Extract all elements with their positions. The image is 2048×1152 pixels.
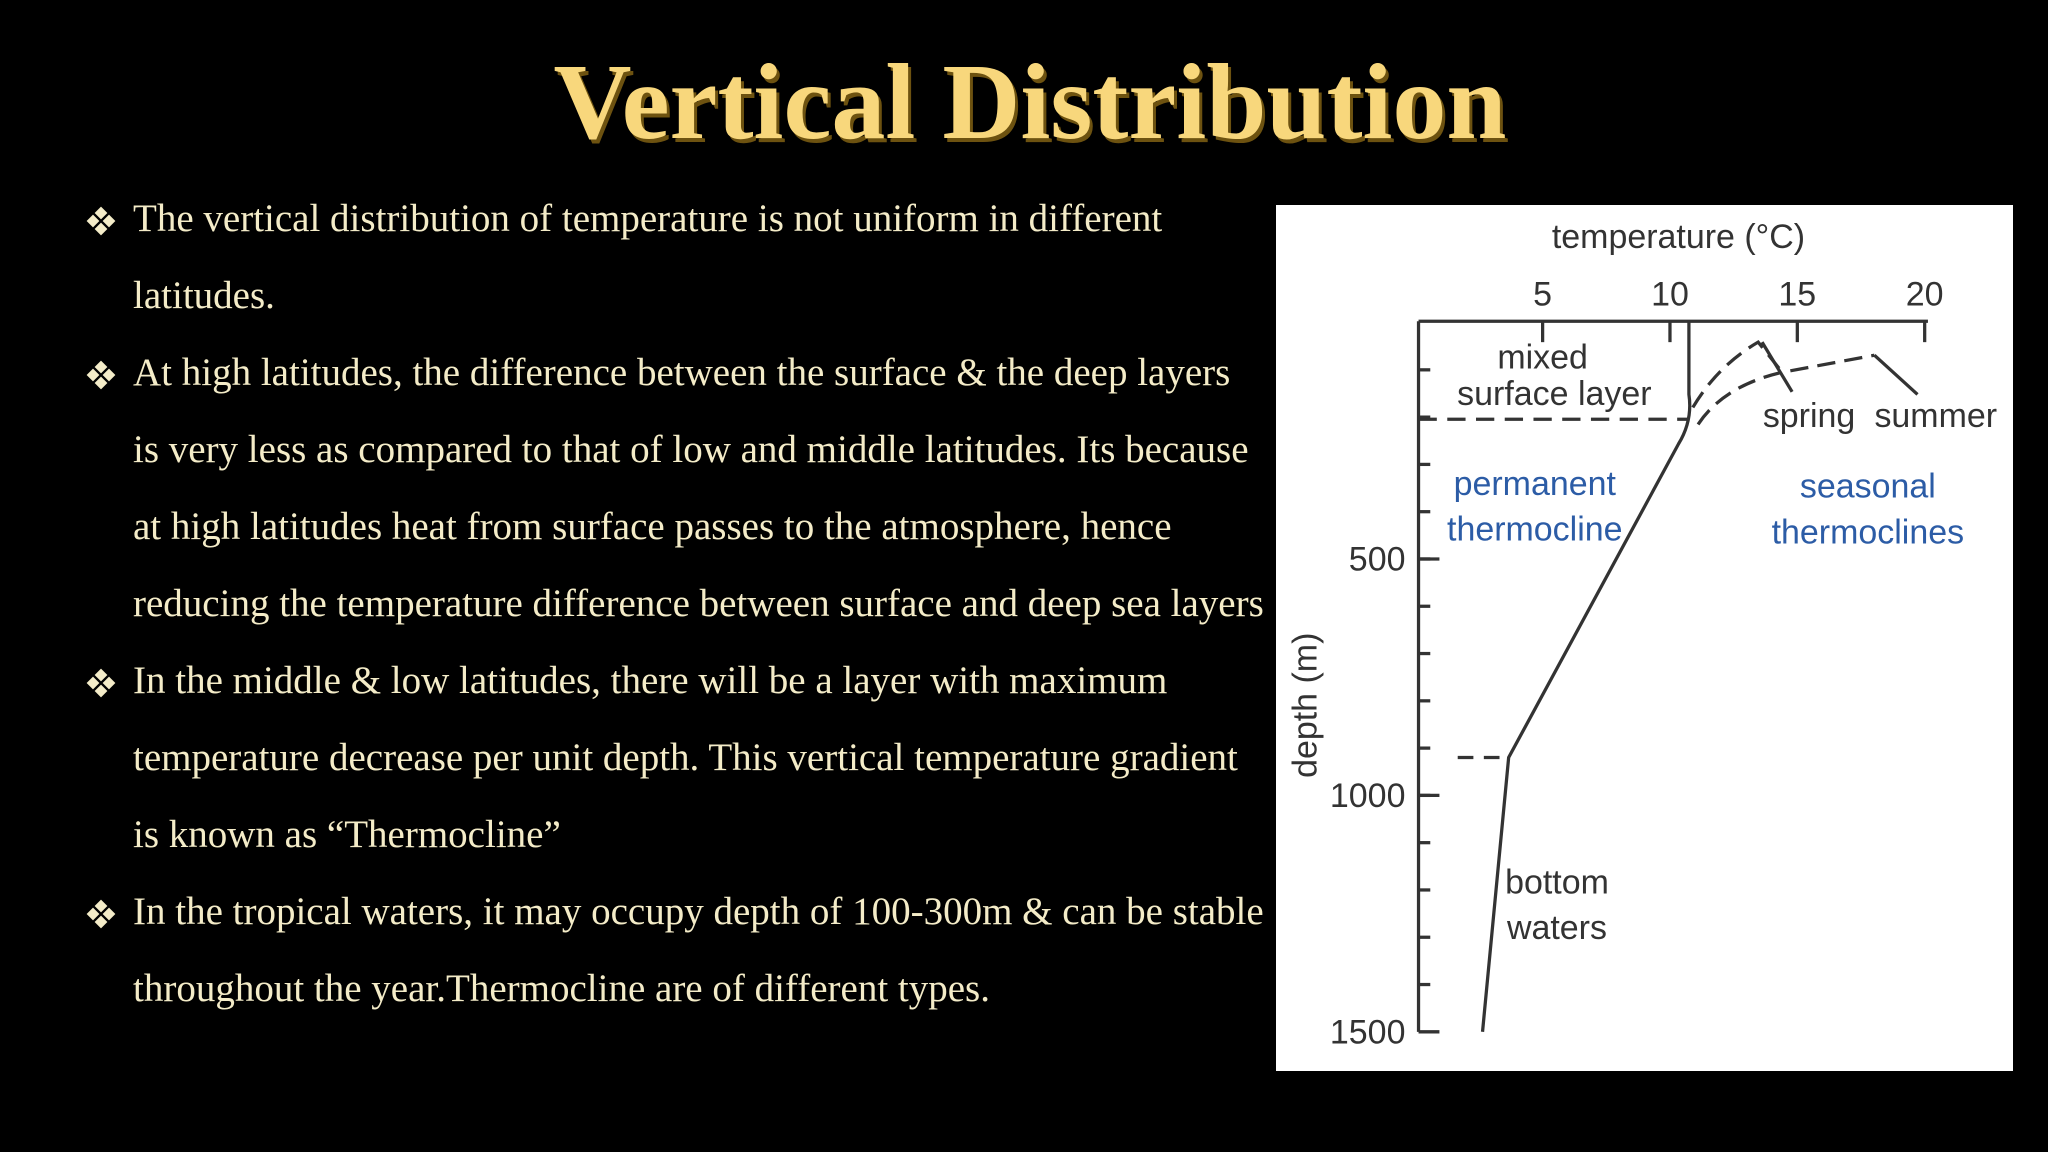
bullet-text: At high latitudes, the difference betwee… — [133, 351, 1264, 625]
y-tick-label: 1500 — [1330, 1014, 1406, 1052]
bullet-icon — [86, 899, 116, 929]
bullet-item: In the tropical waters, it may occupy de… — [86, 873, 1266, 1027]
spring-profile — [1691, 340, 1781, 409]
diagram-label: thermoclines — [1772, 513, 1964, 551]
spring-leader — [1760, 341, 1794, 393]
bullet-icon — [86, 206, 116, 236]
y-axis-label: depth (m) — [1287, 633, 1325, 778]
bullet-list: The vertical distribution of temperature… — [86, 180, 1266, 1027]
x-tick-label: 10 — [1651, 276, 1689, 314]
x-axis-label: temperature (°C) — [1552, 218, 1805, 256]
diagram-label: bottom — [1505, 863, 1609, 901]
slide-title: Vertical Distribution — [553, 43, 1507, 162]
bullet-text: In the tropical waters, it may occupy de… — [133, 890, 1264, 1010]
diagram-label: permanent — [1454, 465, 1617, 503]
bullet-icon — [86, 668, 116, 698]
y-tick-label: 500 — [1349, 541, 1406, 579]
diagram-label: waters — [1506, 909, 1607, 947]
diagram-label: seasonal — [1800, 468, 1936, 506]
summer-leader — [1873, 354, 1919, 396]
bullet-text: In the middle & low latitudes, there wil… — [133, 659, 1238, 856]
y-tick-label: 1000 — [1330, 777, 1406, 815]
temperature-profile — [1480, 321, 1692, 1032]
bullet-item: In the middle & low latitudes, there wil… — [86, 642, 1266, 873]
thermocline-figure: temperature (°C) depth (m) mixed surface… — [1276, 205, 2013, 1071]
bullet-text: The vertical distribution of temperature… — [133, 197, 1163, 317]
diagram-label: mixed — [1497, 338, 1588, 376]
diagram-label: summer — [1874, 397, 1997, 435]
bullet-item: The vertical distribution of temperature… — [86, 180, 1266, 334]
x-tick-label: 15 — [1778, 276, 1816, 314]
bullet-item: At high latitudes, the difference betwee… — [86, 334, 1266, 642]
x-tick-label: 5 — [1533, 276, 1552, 314]
diagram-label: surface layer — [1457, 375, 1651, 413]
diagram-label: thermocline — [1447, 511, 1623, 549]
bullet-icon — [86, 360, 116, 390]
diagram-label: spring — [1763, 397, 1855, 435]
x-tick-label: 20 — [1906, 276, 1944, 314]
